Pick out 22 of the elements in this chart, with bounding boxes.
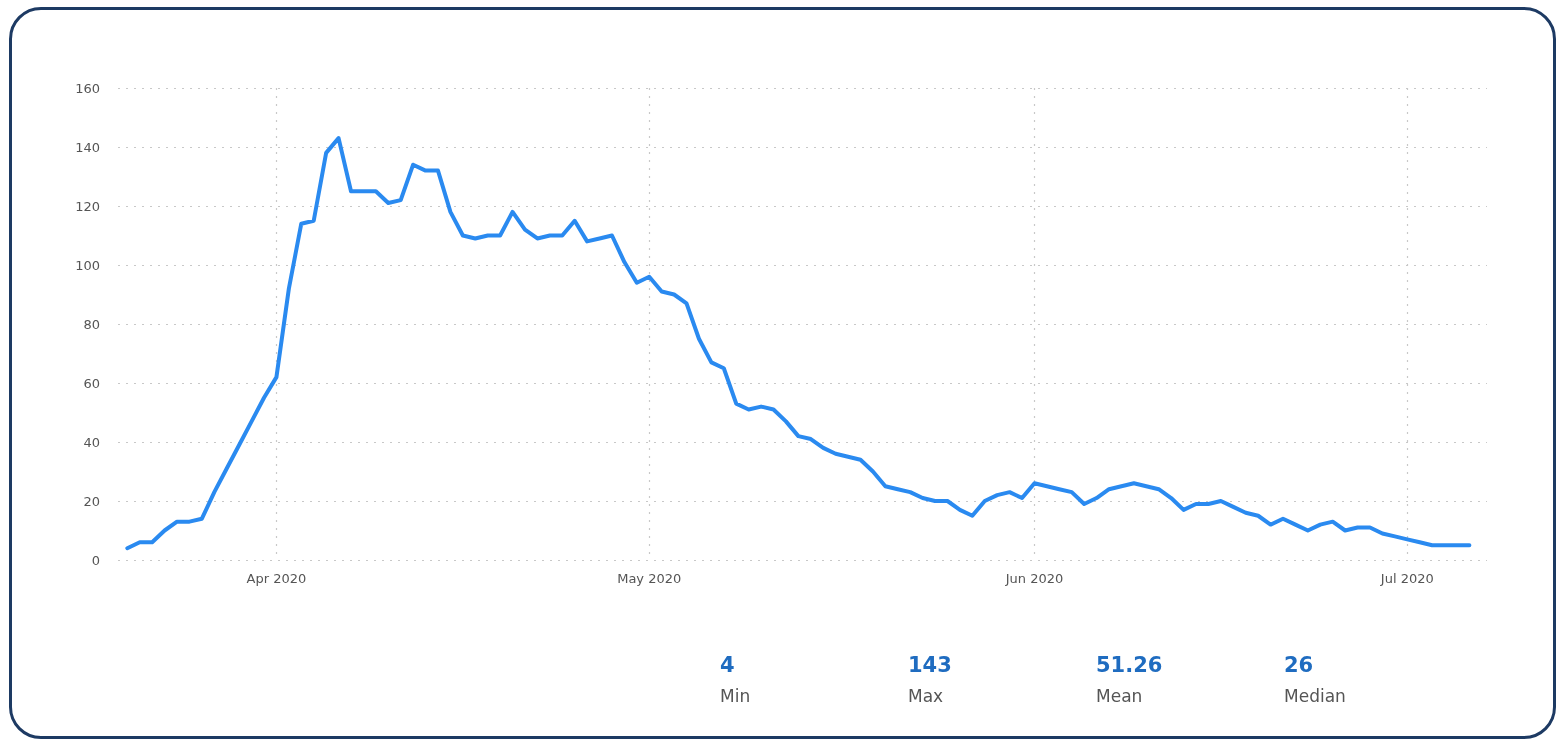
y-tick-label: 60 xyxy=(83,375,100,391)
y-tick-label: 80 xyxy=(83,316,100,332)
text: 4 xyxy=(720,652,736,679)
y-tick-label: 140 xyxy=(75,139,100,155)
text: Max xyxy=(908,685,945,708)
text: Min xyxy=(720,685,752,708)
text: 143 xyxy=(908,652,953,679)
x-tick-label: Apr 2020 xyxy=(246,571,307,586)
text: Mean xyxy=(1096,685,1144,708)
y-tick-label: 120 xyxy=(75,198,100,214)
y-tick-label: 160 xyxy=(75,80,100,96)
text: 26 xyxy=(1284,652,1315,679)
x-tick-label: May 2020 xyxy=(617,571,682,586)
x-tick-label: Jul 2020 xyxy=(1379,571,1434,586)
y-tick-label: 0 xyxy=(91,552,100,568)
text: Median xyxy=(1284,685,1347,708)
text: 51.26 xyxy=(1096,652,1164,679)
y-tick-label: 40 xyxy=(83,434,100,450)
y-tick-label: 20 xyxy=(83,493,100,509)
line-series xyxy=(125,136,1472,551)
x-tick-label: Jun 2020 xyxy=(1004,571,1064,586)
y-tick-label: 100 xyxy=(75,257,100,273)
